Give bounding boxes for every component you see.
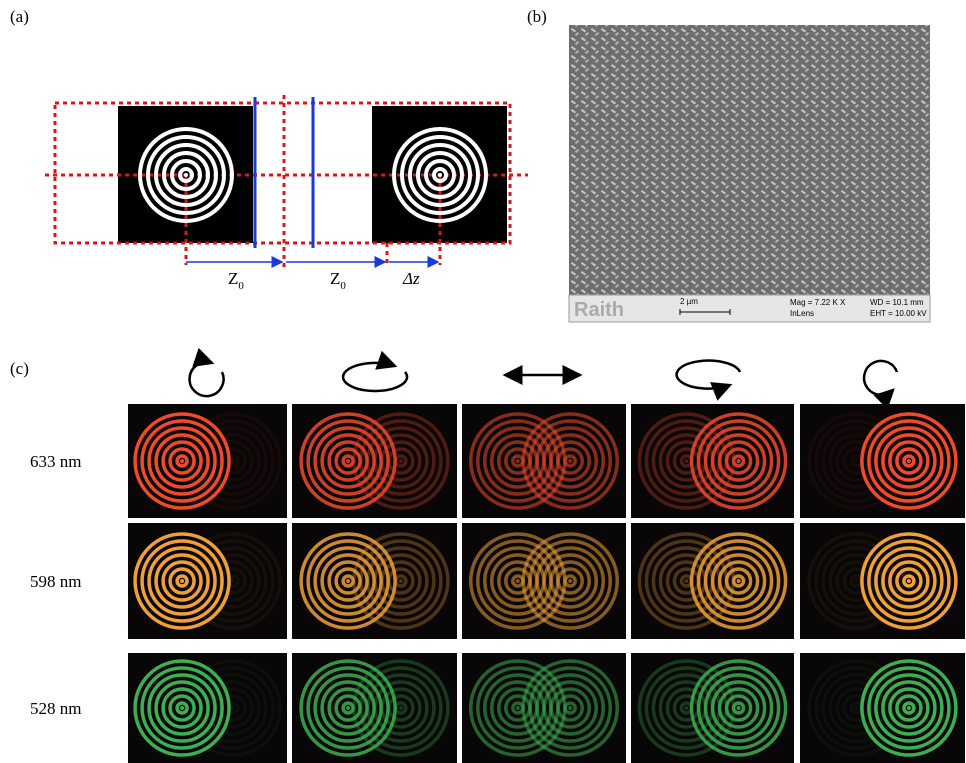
measurement-image — [631, 404, 794, 518]
measurement-image — [292, 653, 457, 763]
shift-label: Δz — [402, 269, 420, 288]
sem-info: EHT = 10.00 kV — [870, 309, 927, 318]
wavelength-label: 633 nm — [30, 452, 81, 471]
measurement-image — [800, 523, 965, 639]
panel-label: (c) — [10, 359, 29, 378]
wavelength-label: 598 nm — [30, 572, 81, 591]
sem-info: Mag = 7.22 K X — [790, 298, 846, 307]
measurement-image — [462, 523, 626, 639]
measurement-image — [631, 523, 794, 639]
measurement-image — [128, 653, 287, 763]
distance-label: Z0 — [228, 269, 244, 292]
sem-info: InLens — [790, 309, 814, 318]
measurement-image — [800, 653, 965, 763]
measurement-image — [462, 653, 626, 763]
image-grid: 633 nm 598 nm 528 nm — [30, 404, 965, 763]
sem-info: WD = 10.1 mm — [870, 298, 924, 307]
measurement-image — [292, 404, 457, 518]
panel-label: (a) — [10, 7, 29, 26]
figure: (a) Z0 Z0 Δz (b) Raith 2 µm Mag = 7.22 K… — [0, 0, 966, 763]
distance-label: Z0 — [330, 269, 346, 292]
measurement-image — [800, 404, 965, 518]
measurement-image — [631, 653, 794, 763]
measurement-image — [462, 404, 626, 518]
logo: Raith — [574, 299, 624, 321]
panel-label: (b) — [527, 7, 547, 26]
measurement-image — [292, 523, 457, 639]
measurement-image — [128, 523, 287, 639]
diagram-a — [45, 95, 528, 270]
wavelength-label: 528 nm — [30, 699, 81, 718]
scale-bar-label: 2 µm — [680, 297, 698, 306]
sem-image — [569, 25, 930, 295]
polarization-icons — [190, 361, 897, 396]
measurement-image — [128, 404, 287, 518]
